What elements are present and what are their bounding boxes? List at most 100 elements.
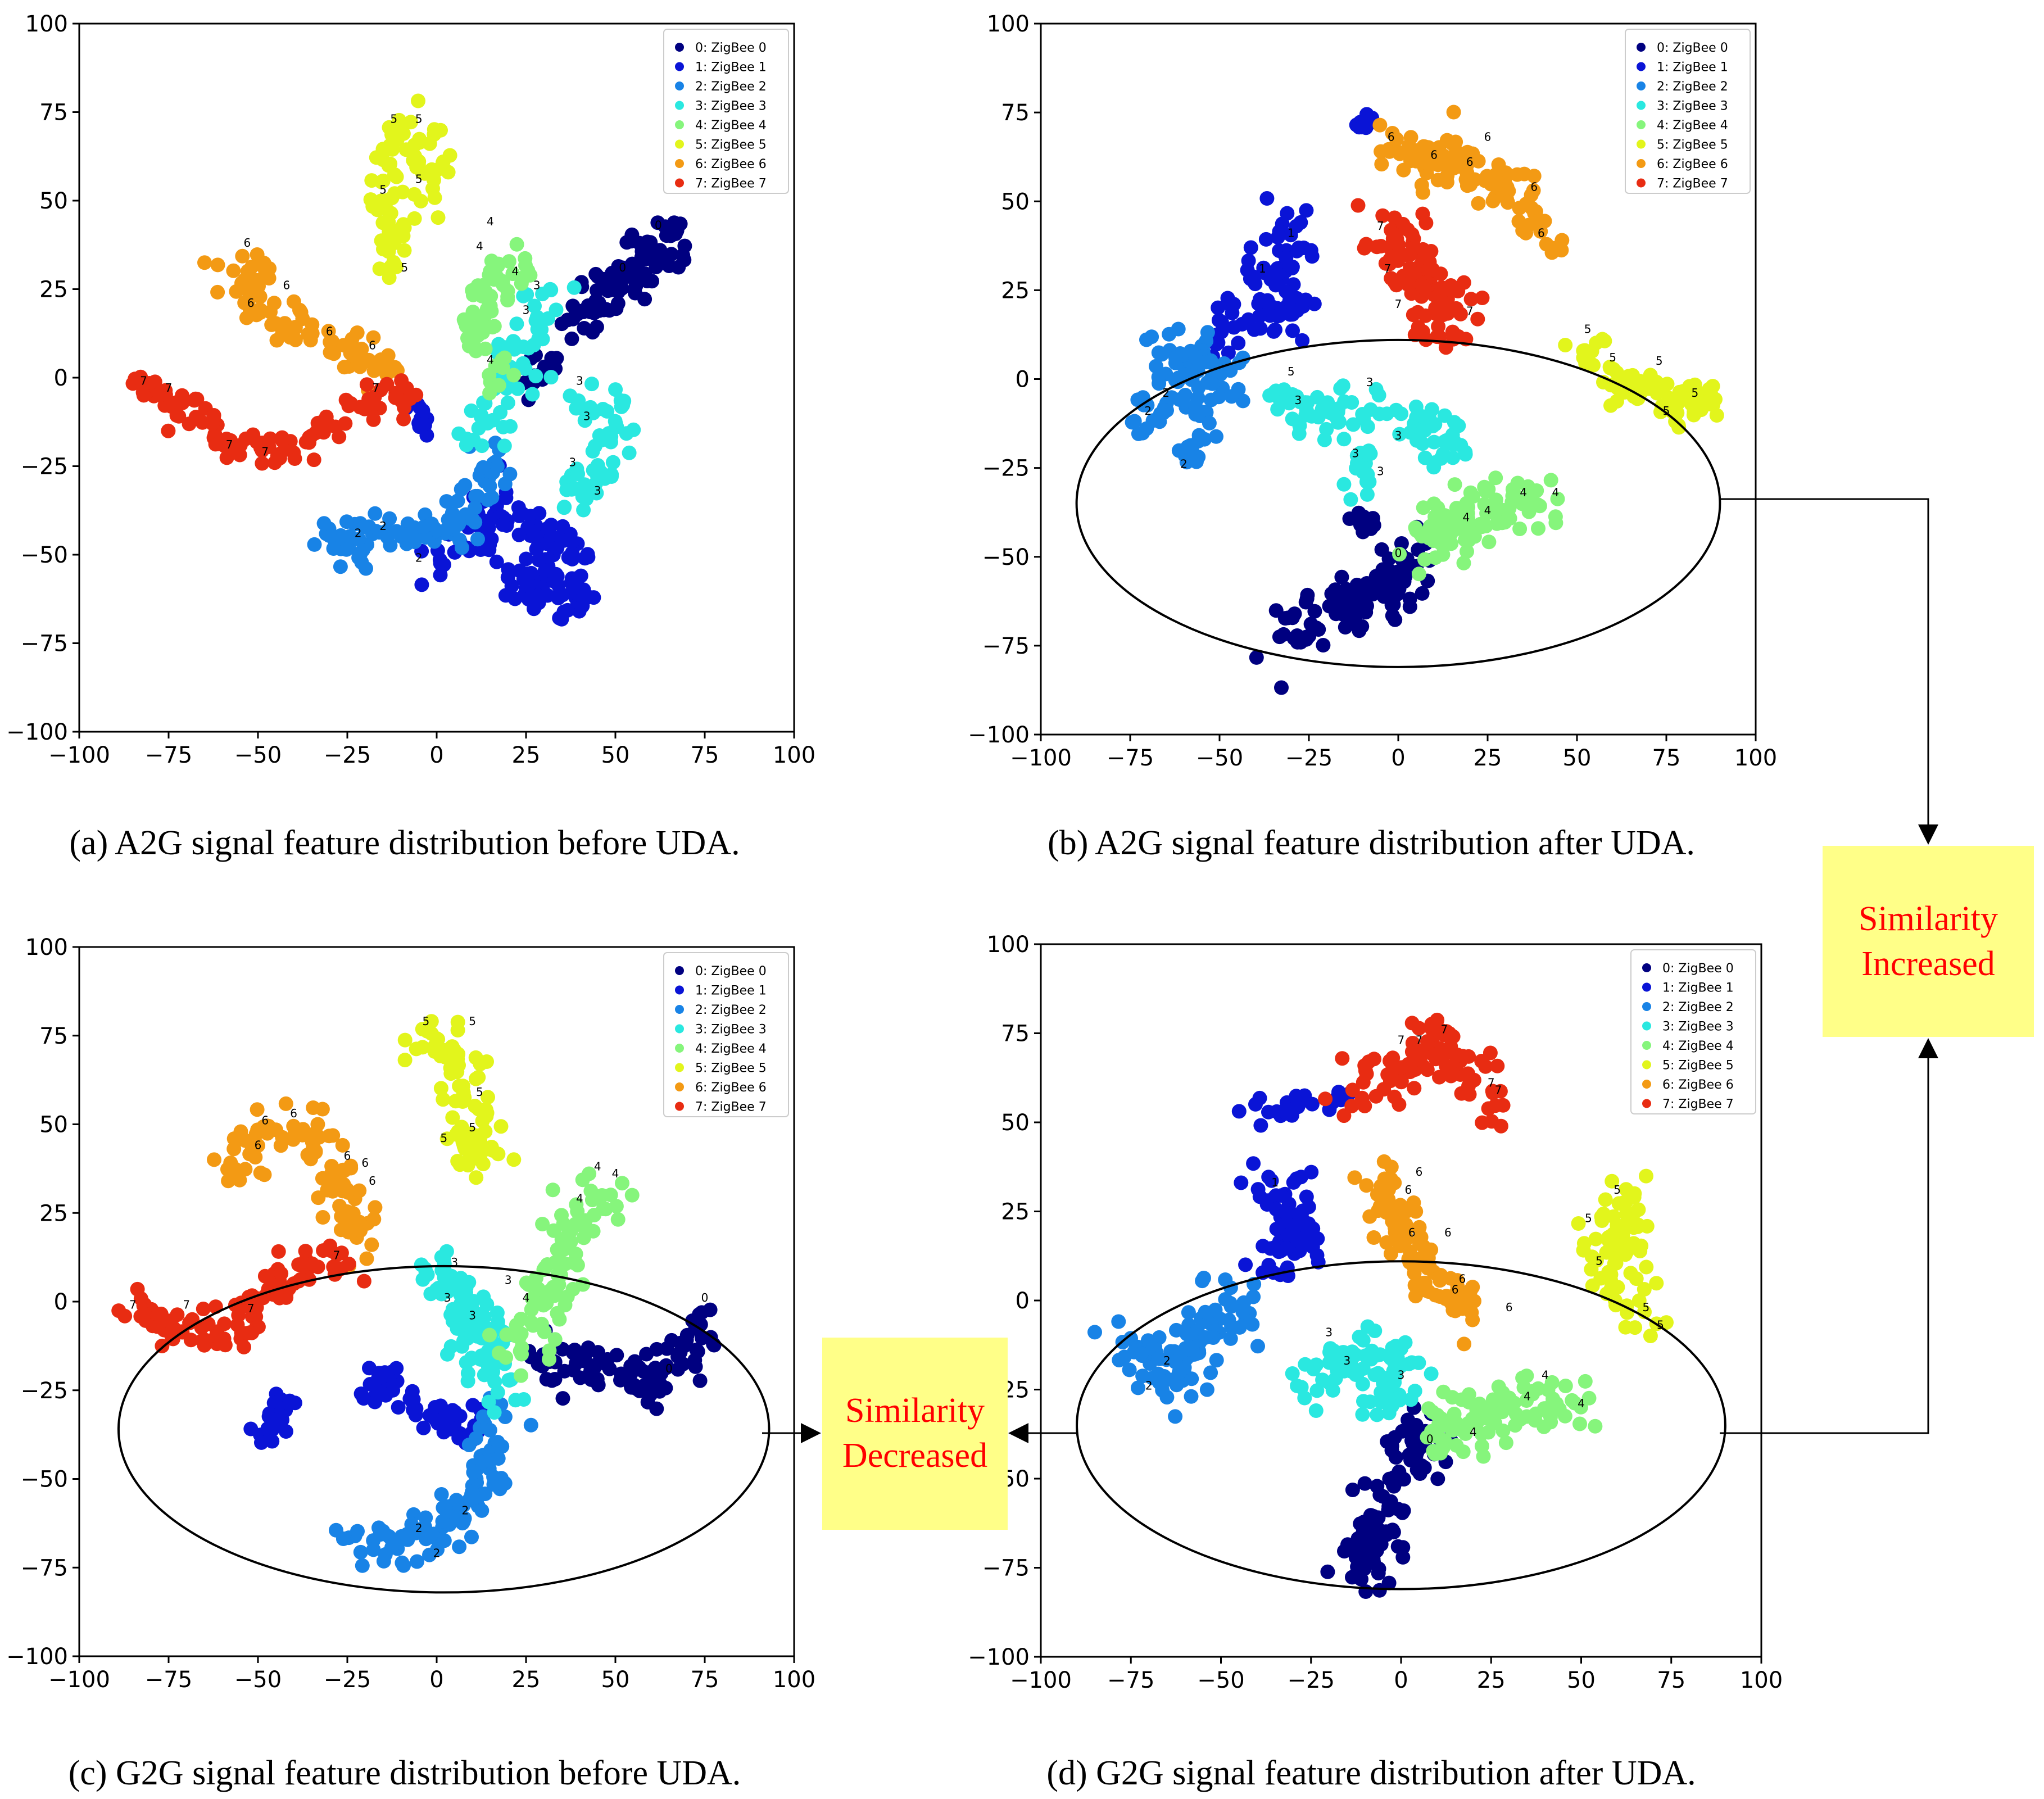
y-tick-label: −50 [21,1467,68,1493]
point-label: 6 [283,279,291,292]
scatter-point [1458,445,1473,460]
scatter-point [1357,1098,1372,1113]
scatter-point [353,1544,368,1560]
scatter-point [528,369,543,384]
scatter-point [1370,239,1384,255]
scatter-point [1270,402,1285,417]
scatter-point [1151,345,1166,360]
x-tick-label: 25 [512,742,541,768]
scatter-point [1476,1449,1491,1464]
legend-marker [675,1005,684,1014]
scatter-point [452,515,467,530]
scatter-point [1159,403,1174,418]
point-label: 6 [1388,130,1395,144]
scatter-point [1578,356,1593,371]
scatter-point [464,403,479,418]
scatter-point [520,263,536,278]
scatter-point [459,1137,474,1152]
point-label: 0 [701,1291,709,1304]
scatter-point [382,205,397,220]
scatter-point [1424,244,1439,259]
scatter-point [1394,1060,1409,1075]
legend-marker [675,1102,684,1111]
scatter-point [1572,1416,1587,1431]
scatter-point [428,1412,443,1428]
legend-marker [1642,1060,1651,1070]
scatter-point [645,250,660,265]
legend-label: 7: ZigBee 7 [695,177,767,191]
scatter-point [1610,379,1625,395]
scatter-point [1571,1216,1586,1231]
scatter-point [1407,327,1422,342]
scatter-point [1408,1204,1424,1219]
scatter-point [464,1529,479,1544]
scatter-point [581,550,596,565]
legend-marker [1637,159,1646,168]
scatter-point [1407,1081,1422,1096]
scatter-point [1406,307,1421,323]
point-label: 4 [1484,504,1492,517]
scatter-point [1486,500,1502,515]
scatter-point [1421,262,1436,277]
scatter-point [617,393,632,409]
scatter-point [461,1275,477,1290]
scatter-point [210,257,225,273]
scatter-point [484,490,500,505]
scatter-point [404,115,418,130]
scatter-point [453,1288,468,1303]
scatter-point [1359,1555,1375,1570]
y-tick-label: 50 [1001,189,1030,215]
scatter-point [1248,1096,1263,1112]
x-tick-label: 100 [1734,745,1777,771]
scatter-point [1168,1409,1183,1424]
scatter-point [1511,214,1526,229]
scatter-point [1595,332,1610,347]
scatter-point [509,316,524,332]
scatter-point [397,1032,413,1048]
scatter-point [1623,1266,1638,1281]
scatter-point [1354,120,1369,135]
scatter-point [1354,1571,1368,1587]
scatter-point [490,1385,505,1400]
y-tick-label: 75 [1001,100,1030,126]
scatter-point [1335,1051,1350,1066]
scatter-point [519,551,534,567]
scatter-point [1320,1564,1335,1579]
scatter-point [576,502,591,518]
scatter-point [570,466,586,482]
scatter-point [1180,439,1195,455]
scatter-point [1435,547,1451,562]
scatter-point [1454,1392,1469,1407]
scatter-point [497,438,512,454]
point-label: 6 [1506,1300,1513,1314]
scatter-point [1649,386,1665,401]
scatter-point [1557,1408,1572,1424]
scatter-point [1335,606,1350,622]
scatter-point [1374,157,1389,172]
scatter-point [1390,1539,1406,1554]
scatter-point [1430,1471,1445,1487]
scatter-point [565,545,580,560]
scatter-point [226,263,241,278]
scatter-point [1366,1230,1381,1245]
scatter-point [1371,388,1386,403]
scatter-point [1463,292,1479,307]
scatter-point [308,1144,323,1159]
scatter-point [1481,1425,1496,1440]
scatter-point [1477,479,1492,495]
callout-text-line1: Similarity [845,1392,985,1430]
scatter-point [1184,1389,1199,1404]
point-label: 6 [1404,1183,1412,1197]
point-label: 2 [379,519,387,533]
scatter-point [1317,432,1332,447]
scatter-point [484,1140,499,1154]
scatter-point [1302,628,1317,644]
scatter-point [303,333,318,348]
scatter-point [1286,303,1301,318]
scatter-point [336,338,351,353]
scatter-point [1365,1348,1380,1363]
scatter-point [1220,291,1235,306]
scatter-point [491,1345,506,1361]
legend-marker [675,985,684,995]
